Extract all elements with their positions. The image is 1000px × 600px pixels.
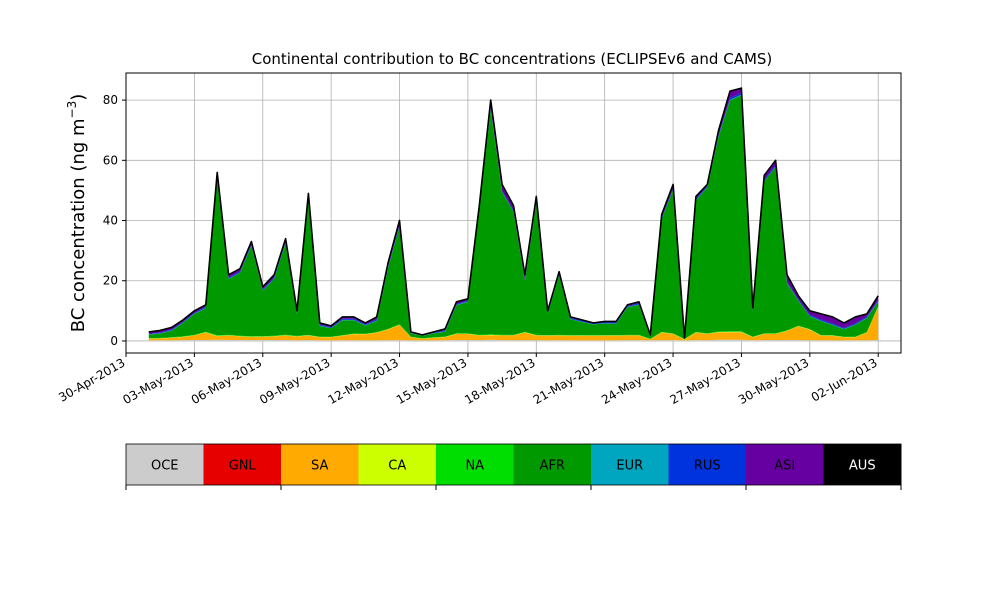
legend-swatch-aus	[823, 444, 902, 485]
legend-colorbar: OCE GNL SA CA NA AFR EUR RUS ASI AUS	[125, 443, 902, 490]
y-axis-label-main: BC concentration (ng m	[68, 118, 89, 332]
legend-label-asi: ASI	[774, 459, 795, 474]
legend-label-afr: AFR	[540, 459, 565, 474]
legend-swatch-sa	[281, 444, 359, 485]
legend-label-gnl: GNL	[229, 459, 257, 474]
legend-swatch-afr	[513, 444, 592, 485]
legend-swatch-oce	[126, 444, 204, 485]
y-axis-label-close: )	[68, 94, 89, 101]
legend-swatch-ca	[358, 444, 437, 485]
y-axis-label: BC concentration (ng m−3)	[65, 94, 89, 333]
area-oce	[148, 339, 879, 341]
area-sa	[148, 306, 879, 341]
legend-label-eur: EUR	[616, 459, 643, 474]
legend-frame	[125, 443, 902, 486]
y-tick-label: 20	[103, 274, 118, 288]
total-outline	[148, 87, 879, 339]
legend-swatch-asi	[746, 444, 824, 485]
legend-swatch-gnl	[203, 444, 282, 485]
legend-label-aus: AUS	[849, 459, 876, 474]
legend-label-oce: OCE	[151, 459, 179, 474]
y-tick-label: 0	[110, 334, 118, 348]
legend-label-na: NA	[465, 459, 484, 474]
legend-swatch-eur	[591, 444, 669, 485]
legend-swatch-na	[436, 444, 514, 485]
y-axis-ticks: 0 20 40 60 80	[103, 93, 126, 348]
stacked-areas	[148, 88, 879, 341]
legend-label-sa: SA	[311, 459, 328, 474]
chart-title: Continental contribution to BC concentra…	[252, 50, 773, 68]
y-tick-label: 60	[103, 153, 118, 167]
y-tick-label: 80	[103, 93, 118, 107]
total-line	[148, 87, 879, 339]
y-tick-label: 40	[103, 214, 118, 228]
legend-label-ca: CA	[388, 459, 406, 474]
legend-label-rus: RUS	[694, 459, 721, 474]
legend-swatch-rus	[668, 444, 747, 485]
y-axis-label-superscript: −3	[65, 101, 79, 119]
area-afr	[148, 95, 879, 339]
plot-frame	[125, 72, 902, 354]
